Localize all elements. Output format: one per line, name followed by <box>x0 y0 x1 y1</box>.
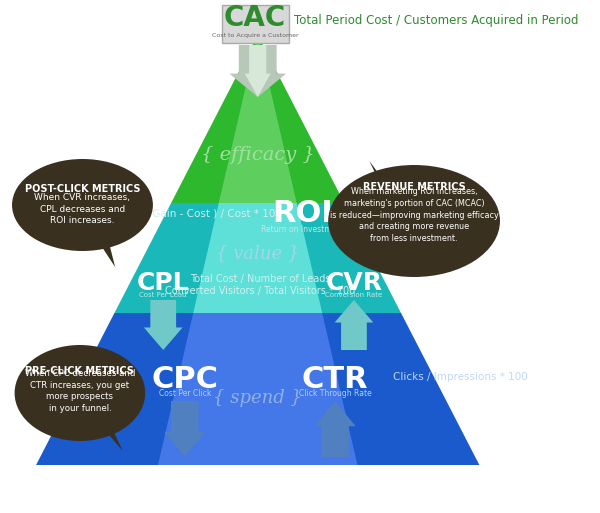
Text: When marketing ROI increases,
marketing's portion of CAC (MCAC)
is reduced—impro: When marketing ROI increases, marketing'… <box>330 187 499 243</box>
Text: Converted Visitors / Total Visitors * 100: Converted Visitors / Total Visitors * 10… <box>165 286 355 296</box>
Text: CVR: CVR <box>325 271 382 295</box>
Text: Return on Investment: Return on Investment <box>261 225 344 233</box>
Text: When CPC decreases and
CTR increases, you get
more prospects
in your funnel.: When CPC decreases and CTR increases, yo… <box>25 369 135 413</box>
Text: Conversion Rate: Conversion Rate <box>325 292 383 298</box>
Polygon shape <box>158 313 358 465</box>
Text: ROI: ROI <box>272 200 333 228</box>
Polygon shape <box>95 419 123 451</box>
Text: CPC: CPC <box>151 365 218 394</box>
Text: { spend }: { spend } <box>213 389 302 407</box>
Text: Total Period Cost / Customers Acquired in Period: Total Period Cost / Customers Acquired i… <box>294 14 578 27</box>
Polygon shape <box>314 401 356 457</box>
Ellipse shape <box>14 345 145 441</box>
Polygon shape <box>115 203 401 313</box>
Ellipse shape <box>12 159 153 251</box>
Polygon shape <box>144 300 182 350</box>
Polygon shape <box>245 45 271 97</box>
Text: CAC: CAC <box>224 4 286 32</box>
Polygon shape <box>335 300 373 350</box>
FancyBboxPatch shape <box>221 5 289 43</box>
Text: { value }: { value } <box>216 244 299 262</box>
Text: Cost Per Lead: Cost Per Lead <box>139 292 187 298</box>
Text: REVENUE METRICS: REVENUE METRICS <box>363 182 466 192</box>
Text: CTR: CTR <box>302 365 368 394</box>
Text: Click Through Rate: Click Through Rate <box>299 389 371 399</box>
Text: POST-CLICK METRICS: POST-CLICK METRICS <box>25 184 140 194</box>
Text: ( Gain - Cost ) / Cost * 100: ( Gain - Cost ) / Cost * 100 <box>145 208 281 218</box>
Polygon shape <box>164 401 205 457</box>
Text: CPL: CPL <box>137 271 190 295</box>
Text: PRE-CLICK METRICS: PRE-CLICK METRICS <box>25 366 134 376</box>
Polygon shape <box>93 233 115 267</box>
Polygon shape <box>229 45 286 97</box>
Ellipse shape <box>328 165 500 277</box>
Text: Cost Per Click: Cost Per Click <box>158 389 211 399</box>
Text: Total Cost / Number of Leads: Total Cost / Number of Leads <box>190 274 331 284</box>
Text: When CVR increases,
CPL decreases and
ROI increases.: When CVR increases, CPL decreases and RO… <box>34 193 130 225</box>
Polygon shape <box>193 203 322 313</box>
Text: Clicks / Impressions * 100: Clicks / Impressions * 100 <box>394 372 528 382</box>
Polygon shape <box>36 313 479 465</box>
Text: { efficacy }: { efficacy } <box>201 146 314 164</box>
Polygon shape <box>370 161 398 201</box>
Polygon shape <box>171 35 344 203</box>
Polygon shape <box>219 35 296 203</box>
Text: Cost to Acquire a Customer: Cost to Acquire a Customer <box>212 33 298 38</box>
